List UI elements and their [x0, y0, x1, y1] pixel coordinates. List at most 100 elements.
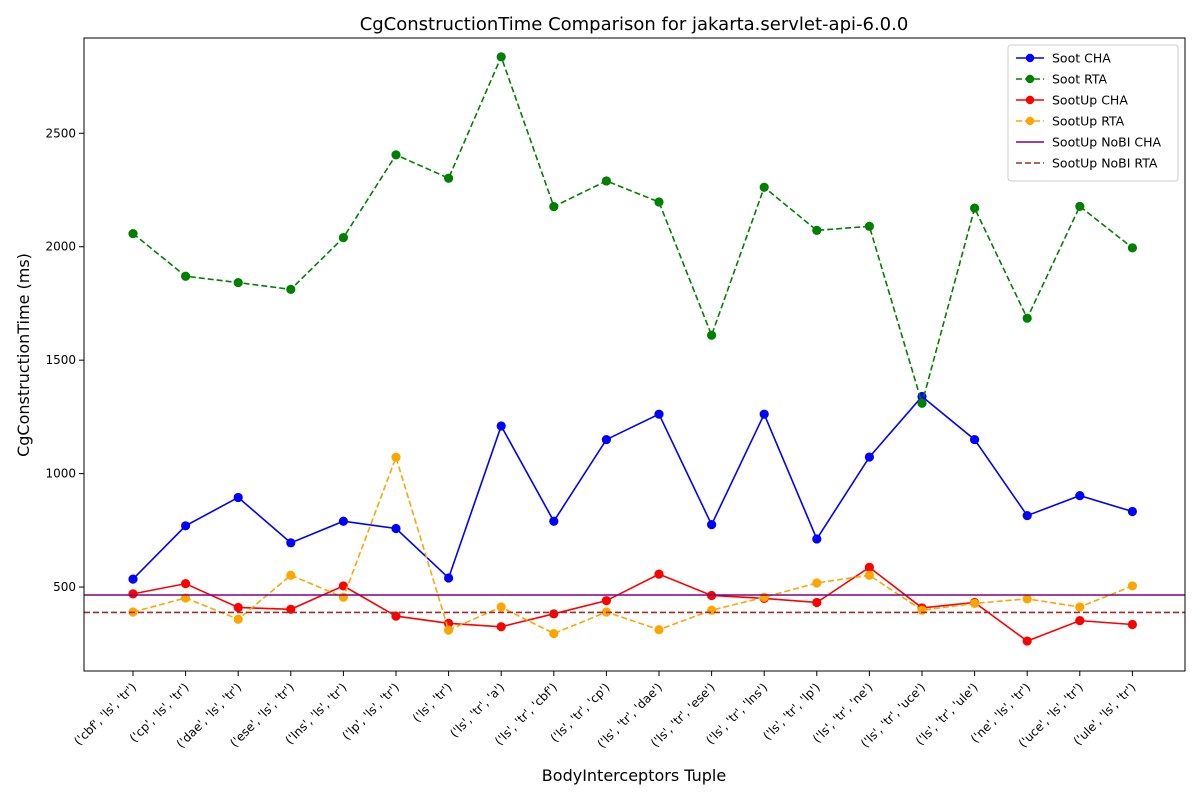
data-point-soot-cha: [654, 409, 664, 419]
data-point-sootup-rta: [759, 592, 769, 602]
data-point-sootup-rta: [1127, 581, 1137, 591]
data-point-sootup-cha: [496, 622, 506, 632]
data-point-soot-rta: [233, 277, 243, 288]
data-point-sootup-cha: [233, 602, 243, 613]
data-point-sootup-rta: [654, 625, 664, 635]
data-point-soot-cha: [549, 516, 559, 526]
data-point-soot-cha: [1075, 491, 1085, 501]
series-soot-rta: [128, 52, 1137, 408]
data-point-soot-rta: [128, 228, 138, 239]
legend-label: SootUp CHA: [1052, 93, 1128, 108]
data-point-sootup-cha: [812, 597, 822, 608]
legend-label: SootUp NoBI CHA: [1052, 135, 1162, 150]
data-point-soot-rta: [338, 233, 348, 243]
data-point-sootup-rta: [338, 592, 348, 602]
data-point-soot-cha: [601, 434, 612, 445]
series-layer: [84, 52, 1185, 646]
data-point-soot-rta: [391, 150, 401, 160]
data-point-soot-rta: [864, 221, 875, 231]
y-tick-label: 2000: [45, 240, 76, 254]
series-line-sootup-rta: [132, 454, 1133, 635]
data-point-sootup-cha: [128, 589, 138, 599]
data-point-soot-rta: [917, 398, 927, 408]
data-point-soot-rta: [707, 330, 717, 340]
series-line-sootup-cha: [132, 566, 1133, 642]
data-point-sootup-cha: [181, 579, 191, 589]
y-axis: 500 1000 1500 2000 2500: [45, 126, 84, 594]
data-point-sootup-rta: [917, 605, 927, 615]
data-point-soot-rta: [181, 271, 191, 281]
data-point-sootup-cha: [654, 569, 664, 579]
data-point-soot-rta: [970, 203, 980, 213]
data-point-soot-rta: [286, 284, 296, 294]
series-sootup-cha: [128, 562, 1137, 646]
data-point-soot-cha: [812, 534, 822, 544]
y-axis-label: CgConstructionTime (ms): [14, 253, 33, 457]
data-point-sootup-rta: [1022, 594, 1032, 604]
data-point-sootup-cha: [1075, 616, 1085, 626]
data-point-soot-rta: [1022, 313, 1032, 323]
legend-box: [1007, 44, 1179, 182]
data-point-soot-cha: [496, 421, 506, 431]
x-axis-label: BodyInterceptors Tuple: [542, 766, 726, 785]
legend-marker: [1025, 95, 1035, 105]
data-point-soot-rta: [812, 225, 822, 235]
data-point-soot-cha: [338, 516, 348, 526]
data-point-sootup-rta: [444, 625, 454, 635]
data-point-soot-cha: [1127, 506, 1137, 517]
data-point-sootup-rta: [549, 628, 559, 639]
data-point-sootup-rta: [496, 602, 506, 612]
data-point-soot-rta: [601, 176, 612, 186]
chart-title: CgConstructionTime Comparison for jakart…: [360, 14, 909, 35]
data-point-sootup-cha: [601, 596, 612, 606]
data-point-soot-cha: [864, 452, 875, 462]
data-point-sootup-cha: [864, 562, 875, 572]
data-point-sootup-rta: [391, 452, 401, 462]
data-point-soot-rta: [654, 197, 664, 207]
legend-label: Soot CHA: [1052, 51, 1111, 66]
data-point-soot-cha: [759, 409, 769, 419]
data-point-sootup-cha: [444, 618, 454, 628]
data-point-soot-cha: [181, 521, 191, 531]
legend-marker: [1025, 53, 1035, 63]
y-tick-label: 1000: [45, 467, 76, 481]
data-point-soot-cha: [391, 523, 401, 534]
legend-marker: [1025, 116, 1035, 126]
series-line-soot-cha: [132, 395, 1133, 580]
data-point-sootup-rta: [233, 614, 243, 624]
data-point-soot-rta: [1127, 243, 1137, 253]
data-point-soot-cha: [128, 574, 138, 584]
legend-marker: [1025, 74, 1035, 84]
data-point-soot-cha: [707, 520, 717, 530]
y-tick-label: 2500: [45, 126, 76, 140]
data-point-soot-rta: [549, 201, 559, 212]
data-point-sootup-cha: [1127, 619, 1137, 630]
x-tick-label: ('ls', 'tr'): [410, 680, 455, 725]
legend-label: SootUp RTA: [1052, 114, 1125, 129]
series-soot-cha: [128, 391, 1137, 584]
y-tick-label: 500: [53, 580, 76, 594]
data-point-sootup-cha: [549, 609, 559, 619]
data-point-sootup-rta: [707, 605, 717, 615]
data-point-soot-cha: [970, 434, 980, 445]
data-point-soot-rta: [496, 52, 506, 62]
data-point-soot-rta: [759, 182, 769, 192]
plot-frame: [83, 37, 1186, 672]
y-tick-label: 1500: [45, 353, 76, 367]
data-point-soot-rta: [1075, 201, 1085, 211]
data-point-soot-cha: [233, 492, 243, 503]
legend-label: Soot RTA: [1052, 72, 1108, 87]
data-point-sootup-cha: [338, 581, 348, 591]
legend: Soot CHA Soot RTA SootUp CHA SootUp RTA Soot…: [1007, 44, 1179, 182]
data-point-sootup-cha: [286, 604, 296, 614]
data-point-soot-cha: [444, 573, 454, 583]
series-line-soot-rta: [132, 54, 1133, 407]
data-point-sootup-rta: [812, 578, 822, 588]
data-point-sootup-rta: [1075, 602, 1085, 612]
data-point-sootup-rta: [970, 598, 980, 608]
data-point-sootup-rta: [286, 570, 296, 580]
data-point-soot-cha: [1022, 510, 1032, 521]
x-axis: ('cbf', 'ls', 'tr')('cp', 'ls', 'tr')('d…: [71, 671, 1139, 751]
data-point-soot-rta: [444, 173, 454, 183]
